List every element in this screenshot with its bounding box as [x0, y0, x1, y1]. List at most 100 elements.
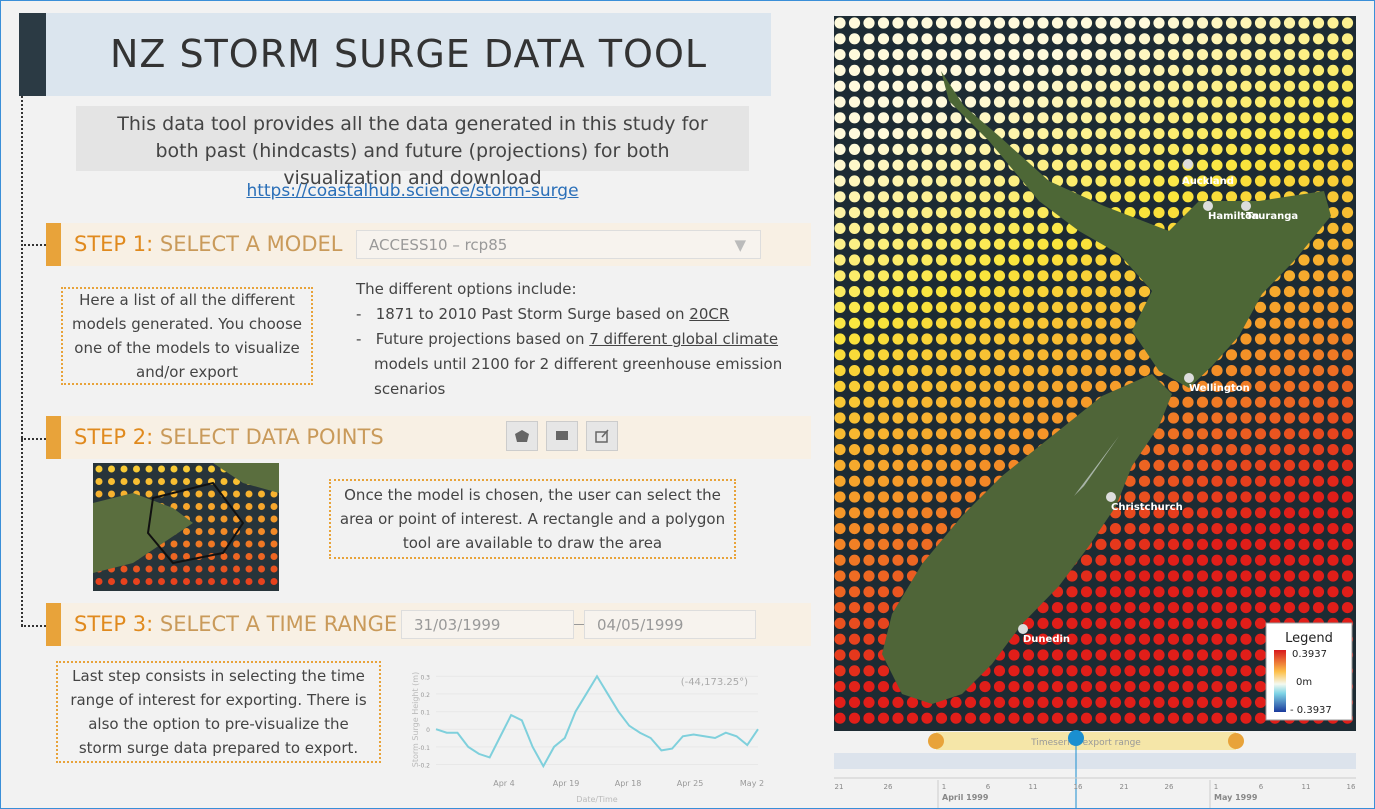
- map-dot: [1124, 681, 1135, 692]
- map-dot: [1284, 428, 1295, 439]
- step-label: STEP 2:: [74, 425, 153, 449]
- map-dot: [863, 555, 874, 566]
- map-dot: [834, 602, 845, 613]
- map-dot: [1008, 302, 1019, 313]
- map-dot: [994, 96, 1005, 107]
- map-dot: [979, 681, 990, 692]
- map-dot: [1226, 65, 1237, 76]
- map-dot: [921, 428, 932, 439]
- map-dot: [1081, 618, 1092, 629]
- map-dot: [878, 49, 889, 60]
- step-title: SELECT A MODEL: [160, 232, 343, 256]
- map-dot: [1168, 460, 1179, 471]
- map-dot: [965, 81, 976, 92]
- map-dot: [1327, 112, 1338, 123]
- map-dot: [1269, 444, 1280, 455]
- map-dot: [1066, 365, 1077, 376]
- map-dot: [1342, 144, 1353, 155]
- map-dot: [1081, 649, 1092, 660]
- map-dot: [1342, 254, 1353, 265]
- timeline-tick: 21: [835, 783, 844, 791]
- edit-tool[interactable]: [586, 421, 618, 451]
- map-dot: [1342, 365, 1353, 376]
- map-dot: [965, 333, 976, 344]
- map-dot: [950, 333, 961, 344]
- map-dot: [1255, 381, 1266, 392]
- timeline-tick: 21: [1120, 783, 1129, 791]
- map-dot: [1023, 302, 1034, 313]
- map-dot: [1182, 460, 1193, 471]
- map-dot: [1240, 555, 1251, 566]
- map-dot: [921, 33, 932, 44]
- map-dot: [849, 507, 860, 518]
- map-dot: [834, 302, 845, 313]
- map-dot: [979, 175, 990, 186]
- timeline-tick: 16: [1074, 783, 1083, 791]
- map-dot: [1284, 286, 1295, 297]
- map-dot: [849, 428, 860, 439]
- end-date[interactable]: 04/05/1999: [584, 610, 756, 639]
- map-dot: [1008, 65, 1019, 76]
- map-dot: [1226, 144, 1237, 155]
- map-dot: [849, 81, 860, 92]
- map-dot: [1182, 112, 1193, 123]
- map-dot: [1313, 128, 1324, 139]
- map-dot: [921, 444, 932, 455]
- map-dot: [878, 33, 889, 44]
- map-dot: [1226, 476, 1237, 487]
- map-dot: [1139, 570, 1150, 581]
- map-dot: [936, 112, 947, 123]
- city-label: Tauranga: [1246, 211, 1298, 222]
- polygon-tool[interactable]: [506, 421, 538, 451]
- map-dot: [1153, 96, 1164, 107]
- map-dot: [1255, 412, 1266, 423]
- map-dot: [907, 713, 918, 724]
- thumb-dot: [158, 466, 165, 473]
- map-dot: [1081, 333, 1092, 344]
- map-dot: [1081, 634, 1092, 645]
- map-dot: [1081, 318, 1092, 329]
- map-dot: [1284, 65, 1295, 76]
- map-dot: [1313, 175, 1324, 186]
- map-dot: [878, 239, 889, 250]
- map-dot: [1168, 81, 1179, 92]
- map-dot: [1168, 697, 1179, 708]
- map-dot: [892, 476, 903, 487]
- map-dot: [1255, 349, 1266, 360]
- thumb-dot: [158, 553, 165, 560]
- map-dot: [1023, 223, 1034, 234]
- rectangle-tool[interactable]: [546, 421, 578, 451]
- map-dot: [1037, 318, 1048, 329]
- start-date[interactable]: 31/03/1999: [401, 610, 574, 639]
- map-dot: [1313, 96, 1324, 107]
- map-dot: [1298, 555, 1309, 566]
- map-dot: [1342, 444, 1353, 455]
- map-dot: [950, 713, 961, 724]
- map-dot: [849, 270, 860, 281]
- map-dot: [1124, 175, 1135, 186]
- map-dot: [1008, 33, 1019, 44]
- map-dot: [834, 33, 845, 44]
- map-dot: [921, 349, 932, 360]
- map-dot: [1168, 128, 1179, 139]
- map-dot: [1240, 49, 1251, 60]
- map-dot: [1110, 365, 1121, 376]
- map-dot: [1342, 33, 1353, 44]
- map-dot: [1226, 634, 1237, 645]
- map-dot: [863, 333, 874, 344]
- map-dot: [892, 570, 903, 581]
- map-dot: [863, 65, 874, 76]
- map-dot: [1081, 586, 1092, 597]
- range-handle: [928, 733, 944, 749]
- thumb-dot: [258, 541, 265, 548]
- map-dot: [1052, 665, 1063, 676]
- y-tick-label: 0.3: [420, 674, 430, 681]
- intro-link[interactable]: https://coastalhub.science/storm-surge: [76, 181, 749, 201]
- map-dot: [1269, 428, 1280, 439]
- map-dot: [1342, 381, 1353, 392]
- city-marker: [1184, 373, 1194, 383]
- model-dropdown[interactable]: ACCESS10 – rcp85▼: [356, 230, 761, 259]
- map-dot: [907, 381, 918, 392]
- map-dot: [1095, 697, 1106, 708]
- map-dot: [1008, 254, 1019, 265]
